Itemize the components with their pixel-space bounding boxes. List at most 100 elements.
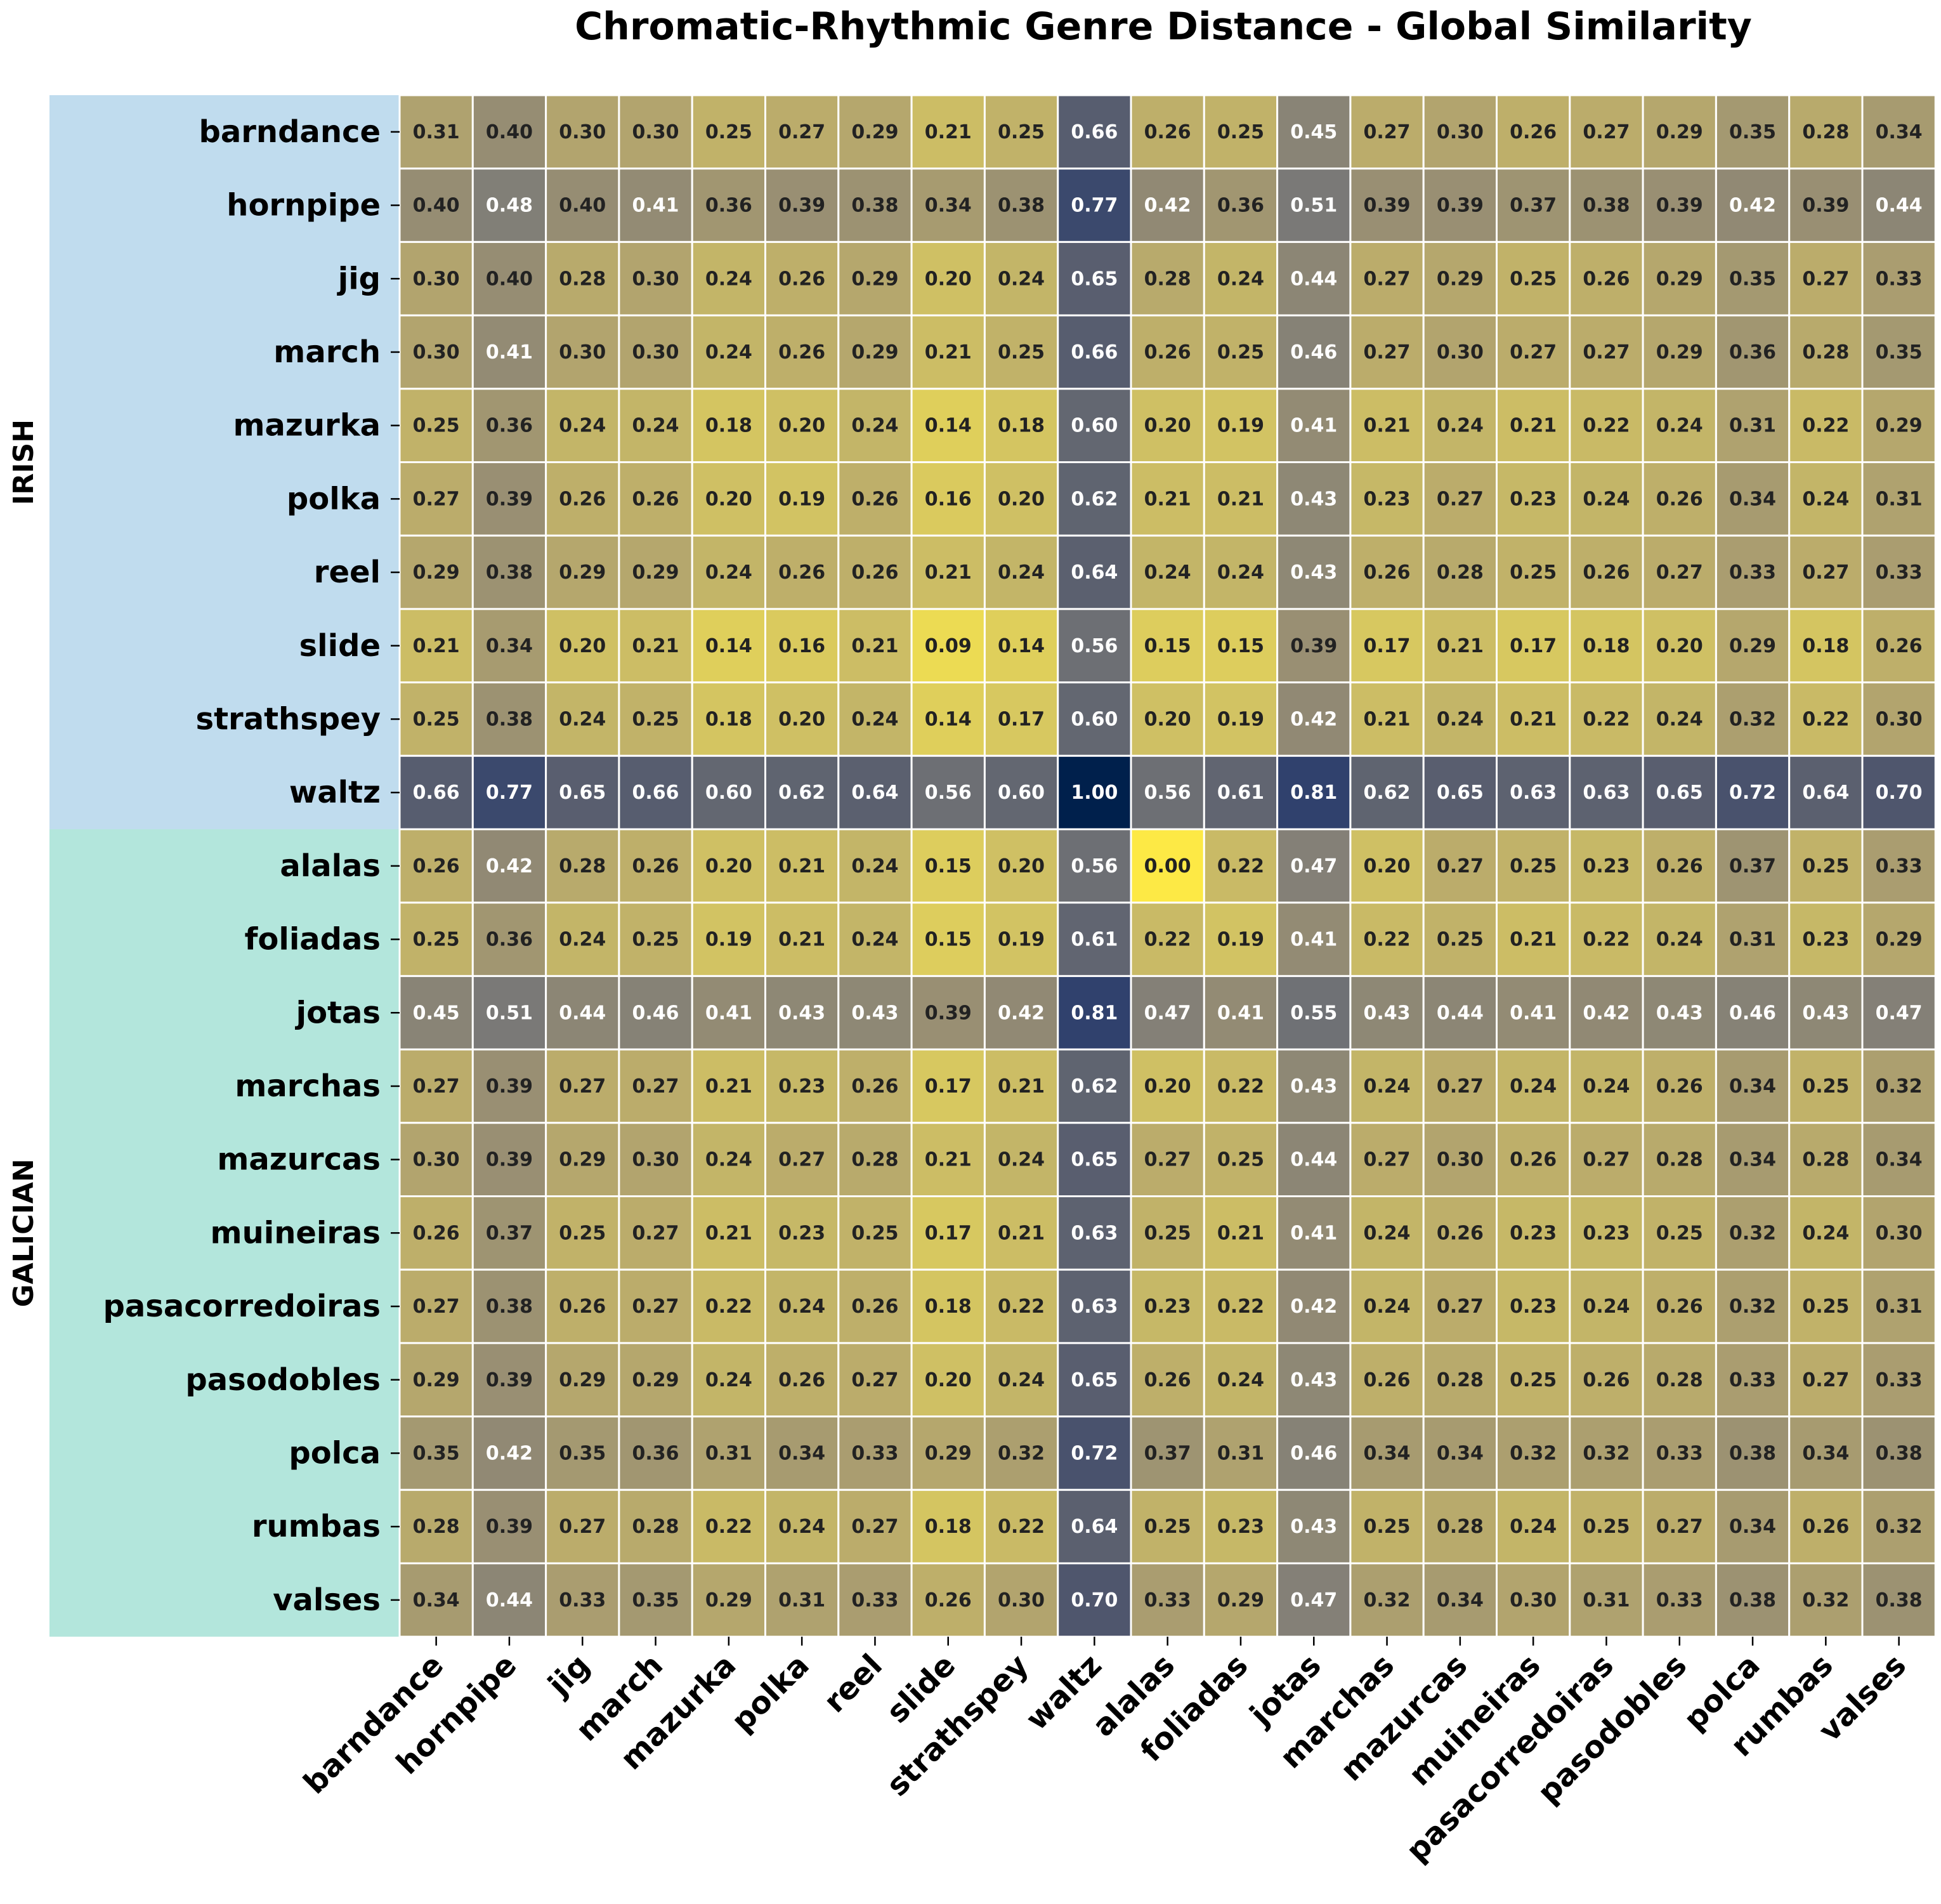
cell-value-label: 0.24 xyxy=(851,708,898,730)
heatmap-cell xyxy=(471,1562,547,1638)
cell-value-label: 0.43 xyxy=(778,1002,825,1024)
cell-value-label: 0.29 xyxy=(559,1149,606,1171)
heatmap-cell xyxy=(837,608,913,684)
heatmap-cell xyxy=(1715,1342,1791,1418)
cell-value-label: 0.15 xyxy=(925,855,972,877)
heatmap-cell xyxy=(1496,1048,1571,1124)
cell-value-label: 0.62 xyxy=(1364,782,1411,804)
cell-value-label: 0.60 xyxy=(705,782,752,804)
cell-value-label: 0.25 xyxy=(1510,268,1557,290)
cell-value-label: 0.46 xyxy=(1290,341,1337,364)
cell-value-label: 0.23 xyxy=(1510,1222,1557,1244)
cell-value-label: 0.21 xyxy=(1510,929,1557,951)
cell-value-label: 0.24 xyxy=(705,341,752,364)
cell-value-label: 0.72 xyxy=(1729,782,1776,804)
heatmap-cell xyxy=(983,1415,1059,1491)
cell-value-label: 0.23 xyxy=(1802,929,1849,951)
heatmap-cell xyxy=(1642,240,1717,317)
heatmap-cell xyxy=(691,1195,766,1271)
heatmap-cell xyxy=(1569,388,1644,463)
cell-value-label: 0.24 xyxy=(998,268,1045,290)
cell-value-label: 0.19 xyxy=(705,929,752,951)
cell-value-label: 0.65 xyxy=(1071,1149,1118,1171)
heatmap-cell xyxy=(1057,1268,1132,1344)
cell-value-label: 0.32 xyxy=(1729,1222,1776,1244)
cell-value-label: 0.43 xyxy=(1290,1075,1337,1098)
cell-value-label: 0.29 xyxy=(1656,121,1703,143)
heatmap-cell xyxy=(764,1195,840,1271)
cell-value-label: 0.17 xyxy=(925,1222,972,1244)
cell-value-label: 0.32 xyxy=(1729,1296,1776,1318)
heatmap-cell xyxy=(1861,461,1937,537)
heatmap-cell xyxy=(1496,828,1571,904)
heatmap-cell xyxy=(983,461,1059,537)
cell-value-label: 0.21 xyxy=(413,635,460,657)
cell-value-label: 0.24 xyxy=(1144,561,1191,584)
cell-value-label: 0.22 xyxy=(1217,1075,1264,1098)
heatmap-cell xyxy=(691,1562,766,1638)
heatmap-cell xyxy=(1057,314,1132,390)
heatmap-cell xyxy=(1861,608,1937,684)
cell-value-label: 0.27 xyxy=(778,121,825,143)
cell-value-label: 0.44 xyxy=(1876,195,1923,217)
heatmap-cell xyxy=(545,167,620,243)
cell-value-label: 0.43 xyxy=(1364,1002,1411,1024)
heatmap-cell xyxy=(1130,314,1205,390)
cell-value-label: 0.23 xyxy=(1144,1296,1191,1318)
row-ticks xyxy=(391,131,400,1601)
cell-value-label: 1.00 xyxy=(1071,782,1118,804)
cell-value-label: 0.15 xyxy=(1144,635,1191,657)
cell-value-label: 0.24 xyxy=(559,708,606,730)
heatmap-cell xyxy=(618,754,693,831)
cell-value-label: 0.21 xyxy=(925,341,972,364)
heatmap-cell xyxy=(1130,167,1205,243)
heatmap-cell xyxy=(618,461,693,537)
cell-value-label: 0.24 xyxy=(1437,708,1484,730)
heatmap-cell xyxy=(1496,1195,1571,1271)
cell-value-label: 0.25 xyxy=(1144,1222,1191,1244)
heatmap-cell xyxy=(1496,240,1571,317)
heatmap-cell xyxy=(1130,975,1205,1051)
cell-value-label: 0.25 xyxy=(559,1222,606,1244)
cell-value-label: 0.23 xyxy=(1217,1516,1264,1538)
heatmap-cell xyxy=(983,902,1059,977)
cell-value-label: 0.43 xyxy=(1290,1516,1337,1538)
cell-value-label: 0.65 xyxy=(559,782,606,804)
cell-value-label: 0.41 xyxy=(486,341,533,364)
heatmap-cell xyxy=(1569,1342,1644,1418)
heatmap-cell xyxy=(1130,1562,1205,1638)
row-group-band-irish xyxy=(49,95,400,829)
cell-value-label: 0.66 xyxy=(413,782,460,804)
cell-value-label: 0.30 xyxy=(413,341,460,364)
cell-value-label: 0.45 xyxy=(1290,121,1337,143)
row-label-alalas: alalas xyxy=(280,848,381,884)
heatmap-cell xyxy=(1861,681,1937,757)
cell-value-label: 0.34 xyxy=(925,195,972,217)
heatmap-cell xyxy=(471,681,547,757)
cell-value-label: 0.25 xyxy=(705,121,752,143)
heatmap-cell xyxy=(1861,1048,1937,1124)
heatmap-cell xyxy=(1715,240,1791,317)
cell-value-label: 0.43 xyxy=(851,1002,898,1024)
cell-value-label: 0.65 xyxy=(1071,1369,1118,1391)
cell-value-label: 0.25 xyxy=(413,929,460,951)
cell-value-label: 0.26 xyxy=(778,341,825,364)
heatmap-cell xyxy=(1276,828,1352,904)
cell-value-label: 0.34 xyxy=(1437,1589,1484,1612)
cell-value-label: 0.27 xyxy=(1364,121,1411,143)
cell-value-label: 0.26 xyxy=(1583,561,1630,584)
cell-value-label: 0.25 xyxy=(632,929,679,951)
cell-value-label: 0.64 xyxy=(1071,1516,1118,1538)
cell-value-label: 0.42 xyxy=(486,1442,533,1464)
heatmap-cell xyxy=(1422,534,1498,610)
cell-value-label: 0.36 xyxy=(1217,195,1264,217)
cell-value-label: 0.43 xyxy=(1802,1002,1849,1024)
cell-value-label: 0.31 xyxy=(413,121,460,143)
heatmap-cell xyxy=(1715,388,1791,463)
cell-value-label: 0.27 xyxy=(632,1296,679,1318)
cell-value-label: 0.43 xyxy=(1290,561,1337,584)
heatmap-cell xyxy=(910,240,986,317)
cell-value-label: 0.20 xyxy=(1364,855,1411,877)
cell-value-label: 0.24 xyxy=(1217,268,1264,290)
cell-value-label: 0.66 xyxy=(632,782,679,804)
